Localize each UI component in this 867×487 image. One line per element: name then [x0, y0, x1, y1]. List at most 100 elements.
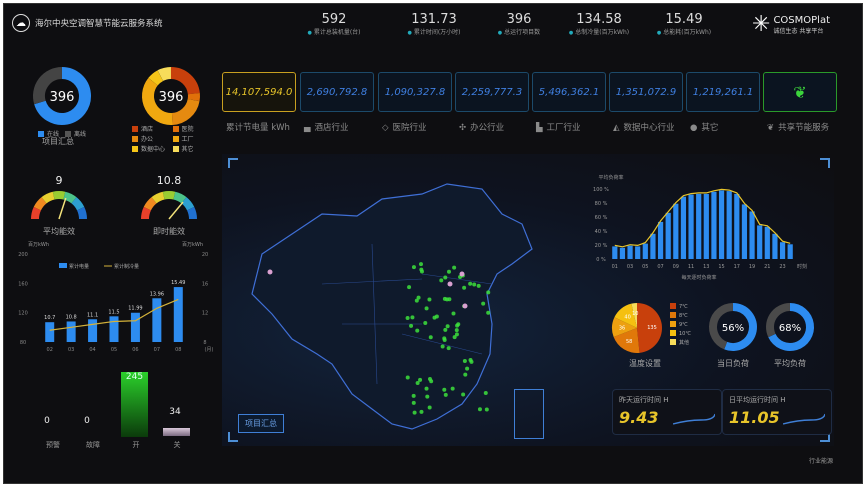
bar [152, 298, 162, 342]
bar [650, 233, 656, 259]
x-axis-title: 每天逐时负荷率 [681, 274, 716, 281]
industry-legend: 酒店 医院 办公 工厂 数据中心 其它 [132, 124, 212, 153]
runtime-title: 昨天运行时间 H [619, 396, 669, 404]
industry-label[interactable]: ✣ 办公行业 [459, 123, 505, 133]
bar [665, 212, 671, 259]
project-dot [419, 409, 424, 414]
load-percent: 56% [722, 323, 744, 334]
bar [619, 247, 626, 259]
donut-slice [766, 303, 791, 338]
status-value: 0 [44, 416, 50, 426]
project-dot [476, 283, 481, 288]
legend-item: 酒店 [132, 124, 172, 133]
bar-label: 10.8 [66, 314, 77, 320]
donut-slice [142, 77, 173, 125]
runtime-card: 日平均运行时间 H 11.05 [722, 389, 832, 435]
project-dot [416, 295, 421, 300]
project-dot [463, 372, 468, 377]
project-dot [428, 335, 433, 340]
bar-label: 11.5 [108, 309, 119, 315]
donut-slice [157, 67, 172, 82]
legend-swatch [670, 339, 676, 345]
project-summary-button[interactable]: 项目汇总 [238, 414, 284, 433]
project-dot [483, 391, 488, 396]
industry-label[interactable]: ◭ 数据中心行业 [613, 123, 675, 133]
project-dot [407, 285, 412, 290]
stat-label: 累计时间(万小时) [389, 27, 479, 36]
bar [764, 226, 770, 259]
load-donut: 56% [709, 303, 757, 351]
x-tick: 09 [673, 264, 679, 270]
y-tick: 60 % [595, 215, 608, 221]
stat-label: 总能耗(百万kWh) [639, 27, 729, 36]
donut-slice [148, 70, 164, 86]
industry-card[interactable]: ❦ [763, 72, 837, 112]
header-stat: 134.58总制冷量(百万kWh) [554, 12, 644, 36]
industry-label[interactable]: ◇ 医院行业 [382, 123, 427, 133]
project-dot [462, 359, 467, 364]
hourly-load-chart: 平均负荷率 0 % 20 % 40 % 60 % 80 % 100 % 01 03 05 07 09 1… [593, 174, 807, 281]
header-stat: 131.73累计时间(万小时) [389, 12, 479, 36]
industry-card[interactable]: 1,351,072.9 [609, 72, 683, 112]
industry-label[interactable]: ● 其它 [690, 123, 719, 133]
x-tick: 07 [657, 264, 663, 270]
industry-label[interactable]: ❦ 共享节能服务 [767, 123, 830, 133]
x-tick: 01 [612, 264, 618, 270]
donut-slice [33, 67, 63, 105]
project-dot [411, 400, 416, 405]
bar [772, 233, 778, 259]
bar [749, 211, 755, 259]
project-dot [446, 346, 451, 351]
project-dot [440, 344, 445, 349]
project-dot [484, 407, 489, 412]
donut-slice [709, 303, 734, 350]
industry-card[interactable]: 2,690,792.8 [300, 72, 374, 112]
donut-slice [34, 67, 91, 125]
bar [787, 244, 793, 259]
legend-item: 医院 [172, 124, 213, 133]
project-dot [409, 323, 414, 328]
y-tick-right: 8 [203, 340, 206, 346]
bar [757, 225, 763, 259]
bar [741, 204, 748, 259]
gauge-needle [58, 197, 67, 220]
project-donut-title: 项目汇总 [42, 137, 74, 146]
y-tick-left: 80 [20, 340, 26, 346]
load-donut: 68% [766, 303, 814, 351]
hotel-icon: ▄ [304, 123, 311, 133]
project-dot [427, 405, 432, 410]
bar [779, 242, 786, 259]
bar-label: 15.49 [171, 280, 185, 286]
industry-card[interactable]: 5,496,362.1 [532, 72, 606, 112]
province-border [321, 278, 423, 285]
industry-card[interactable]: 1,090,327.8 [378, 72, 452, 112]
project-dot [442, 387, 447, 392]
legend-label: 累计制冷量 [114, 263, 139, 270]
project-dot [462, 285, 467, 290]
industry-label[interactable]: 累计节电量 kWh [226, 123, 290, 133]
y-tick: 100 % [593, 187, 609, 193]
project-dot [454, 332, 459, 337]
pie-slice [614, 303, 637, 328]
china-map[interactable] [222, 154, 602, 446]
y-tick: 20 % [595, 243, 608, 249]
temperature-title: 温度设置 [629, 359, 661, 368]
legend-item: 数据中心 [132, 144, 172, 153]
industry-label[interactable]: ▙ 工厂行业 [536, 123, 581, 133]
pie-label: 58 [626, 339, 632, 345]
industry-card[interactable]: 14,107,594.0 [222, 72, 296, 112]
gauge [141, 191, 197, 220]
project-dot [439, 278, 444, 283]
industry-card[interactable]: 1,219,261.1 [686, 72, 760, 112]
leaf-icon: ❦ [793, 82, 807, 102]
status-bar-on: 245 [121, 372, 148, 437]
industry-card[interactable]: 2,259,777.3 [455, 72, 529, 112]
project-dot [418, 377, 423, 382]
industry-label[interactable]: ▄ 酒店行业 [304, 123, 349, 133]
bar [657, 221, 664, 259]
industry-donut: 396 [142, 67, 200, 125]
project-dot [425, 394, 430, 399]
legend-label: 9℃ [679, 322, 688, 328]
pie-slice [613, 328, 640, 353]
temperature-pie: 135 7℃ 58 8℃ 36 9℃ 40 10℃ 10 其他 [612, 303, 691, 353]
